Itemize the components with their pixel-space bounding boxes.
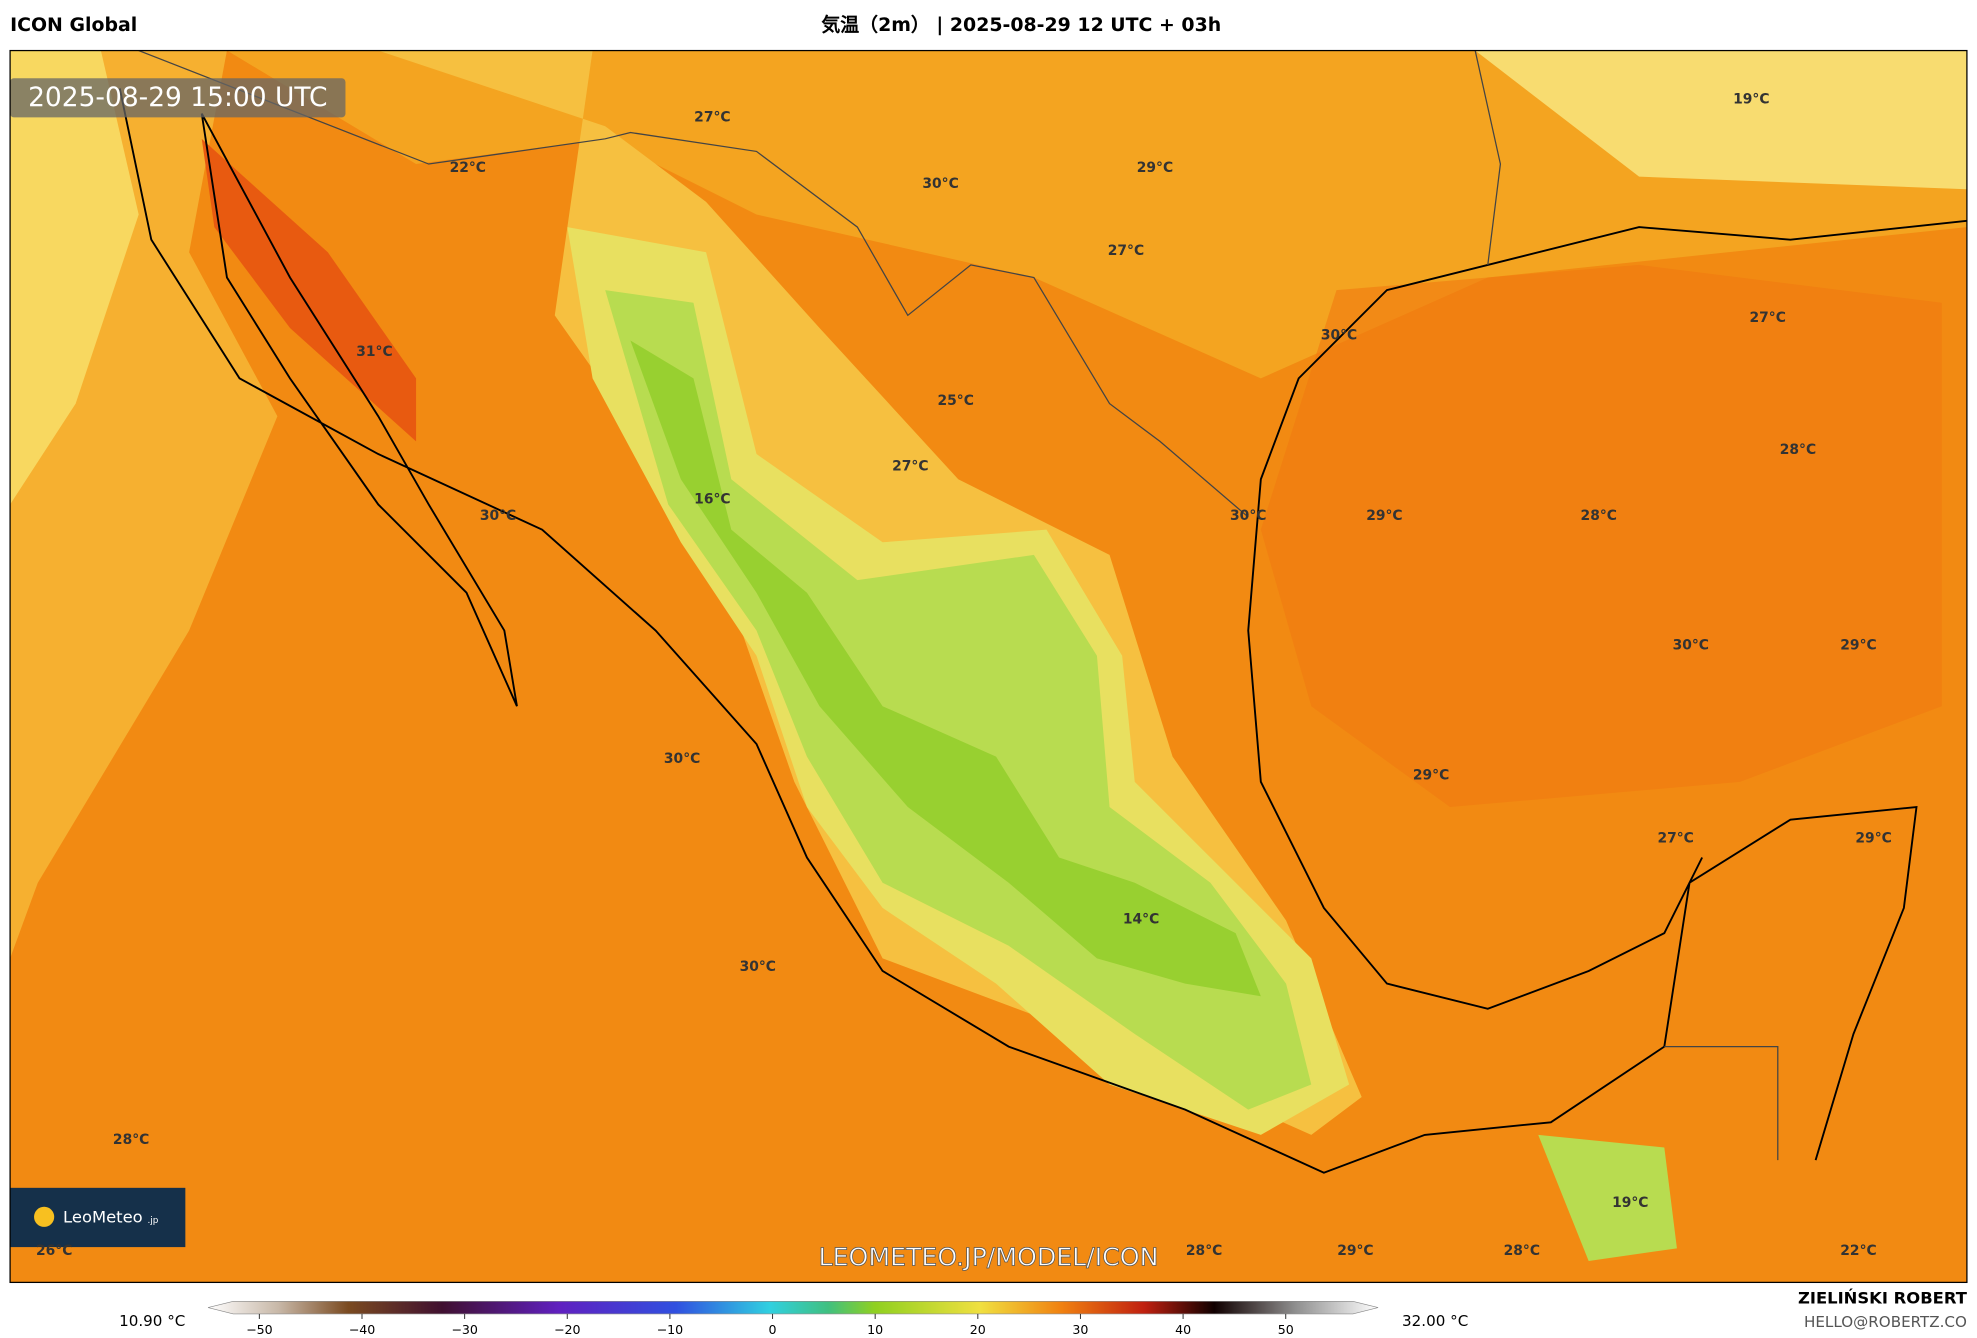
temperature-label: 19°C: [1733, 92, 1769, 108]
colorbar-tick-label: 50: [1278, 1322, 1294, 1337]
temperature-label: 19°C: [1612, 1195, 1648, 1211]
colorbar-tick-label: 20: [970, 1322, 986, 1337]
temperature-label: 30°C: [1673, 638, 1709, 654]
watermark: LEOMETEO.JP/MODEL/ICON: [819, 1242, 1159, 1271]
colorbar-min: 10.90 °C: [119, 1312, 185, 1330]
temperature-label: 25°C: [938, 393, 974, 409]
temperature-labels: 27°C 22°C 30°C 29°C 27°C 19°C 31°C 30°C 27°C 25°C…: [36, 92, 1892, 1259]
logo-text: LeoMeteo: [63, 1208, 143, 1227]
logo-sun: [34, 1206, 55, 1227]
region: [226, 50, 1967, 379]
temperature-label: 27°C: [1657, 831, 1693, 847]
coastline: [118, 88, 1967, 1174]
border: [138, 50, 1779, 1161]
temperature-label: 31°C: [356, 344, 392, 360]
region: [1260, 264, 1942, 808]
temperature-label: 22°C: [1840, 1243, 1876, 1259]
temperature-label: 26°C: [36, 1243, 72, 1259]
author: ZIELIŃSKI ROBERT: [1798, 1288, 1968, 1307]
model-name: ICON Global: [10, 14, 137, 36]
timestamp: 2025-08-29 15:00 UTC: [28, 82, 327, 113]
email: HELLO@ROBERTZ.CO: [1804, 1313, 1967, 1331]
timestamp-box: [10, 78, 346, 118]
colorbar-tick-label: 10: [867, 1322, 883, 1337]
temperature-label: 28°C: [113, 1132, 149, 1148]
colorbar-tick-label: −30: [451, 1322, 478, 1337]
region: [630, 340, 1261, 997]
region: [1475, 50, 1967, 190]
colorbar-tick-label: 40: [1175, 1322, 1191, 1337]
colorbar: [207, 1300, 1379, 1315]
temperature-label: 27°C: [694, 109, 730, 125]
temperature-label: 29°C: [1840, 638, 1876, 654]
temperature-label: 28°C: [1186, 1243, 1222, 1259]
colorbar-tick-label: −40: [349, 1322, 376, 1337]
temperature-label: 27°C: [892, 459, 928, 475]
temperature-label: 29°C: [1337, 1243, 1373, 1259]
region: [1538, 1134, 1677, 1261]
map: 2025-08-29 15:00 UTC LeoMeteo .jp LEOMET…: [10, 50, 1967, 1283]
temperature-label: 30°C: [740, 959, 776, 975]
colorbar-tick-label: −10: [657, 1322, 684, 1337]
region: [10, 50, 139, 505]
colorbar-tick-label: 30: [1072, 1322, 1088, 1337]
temperature-label: 14°C: [1123, 911, 1159, 927]
colorbar-tick-label: 0: [769, 1322, 777, 1337]
colorbar-ticks: −50 −40 −30 −20 −10 0 10 20 30 40 50: [246, 1313, 1294, 1337]
temperature-label: 27°C: [1108, 243, 1144, 259]
temperature-label: 30°C: [1321, 328, 1357, 344]
temperature-label: 16°C: [694, 491, 730, 507]
temperature-label: 30°C: [922, 176, 958, 192]
colorbar-tick-label: −50: [246, 1322, 273, 1337]
temperature-label: 28°C: [1504, 1243, 1540, 1259]
colorbar-max: 32.00 °C: [1402, 1312, 1468, 1330]
logo-suffix: .jp: [148, 1216, 159, 1226]
temperature-label: 30°C: [480, 508, 516, 524]
temperature-label: 29°C: [1413, 768, 1449, 784]
temperature-label: 29°C: [1855, 831, 1891, 847]
temperature-label: 28°C: [1780, 442, 1816, 458]
temperature-label: 30°C: [664, 751, 700, 767]
temperature-label: 27°C: [1750, 310, 1786, 326]
map-title: 気温（2m） | 2025-08-29 12 UTC + 03h: [821, 13, 1221, 36]
map-frame: [9, 49, 1968, 1284]
temperature-label: 29°C: [1137, 160, 1173, 176]
temperature-label: 28°C: [1581, 508, 1617, 524]
colorbar-tick-label: −20: [554, 1322, 581, 1337]
temperature-label: 22°C: [450, 160, 486, 176]
temperature-label: 29°C: [1366, 508, 1402, 524]
temperature-label: 30°C: [1230, 508, 1266, 524]
